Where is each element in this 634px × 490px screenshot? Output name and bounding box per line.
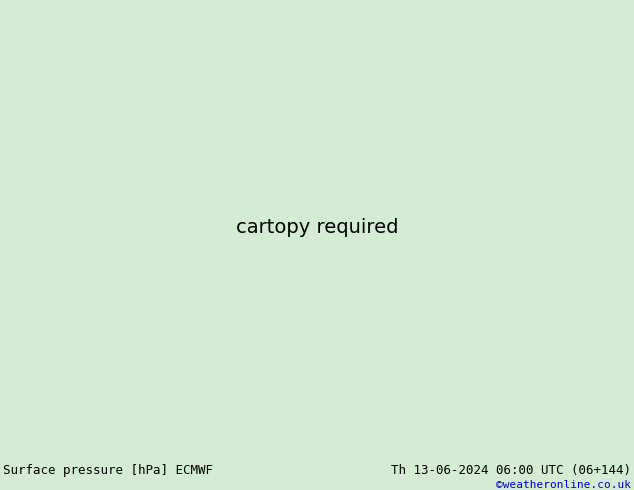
Text: Surface pressure [hPa] ECMWF: Surface pressure [hPa] ECMWF [3, 464, 213, 477]
Text: cartopy required: cartopy required [236, 218, 398, 237]
Text: Th 13-06-2024 06:00 UTC (06+144): Th 13-06-2024 06:00 UTC (06+144) [391, 464, 631, 477]
Text: ©weatheronline.co.uk: ©weatheronline.co.uk [496, 480, 631, 490]
